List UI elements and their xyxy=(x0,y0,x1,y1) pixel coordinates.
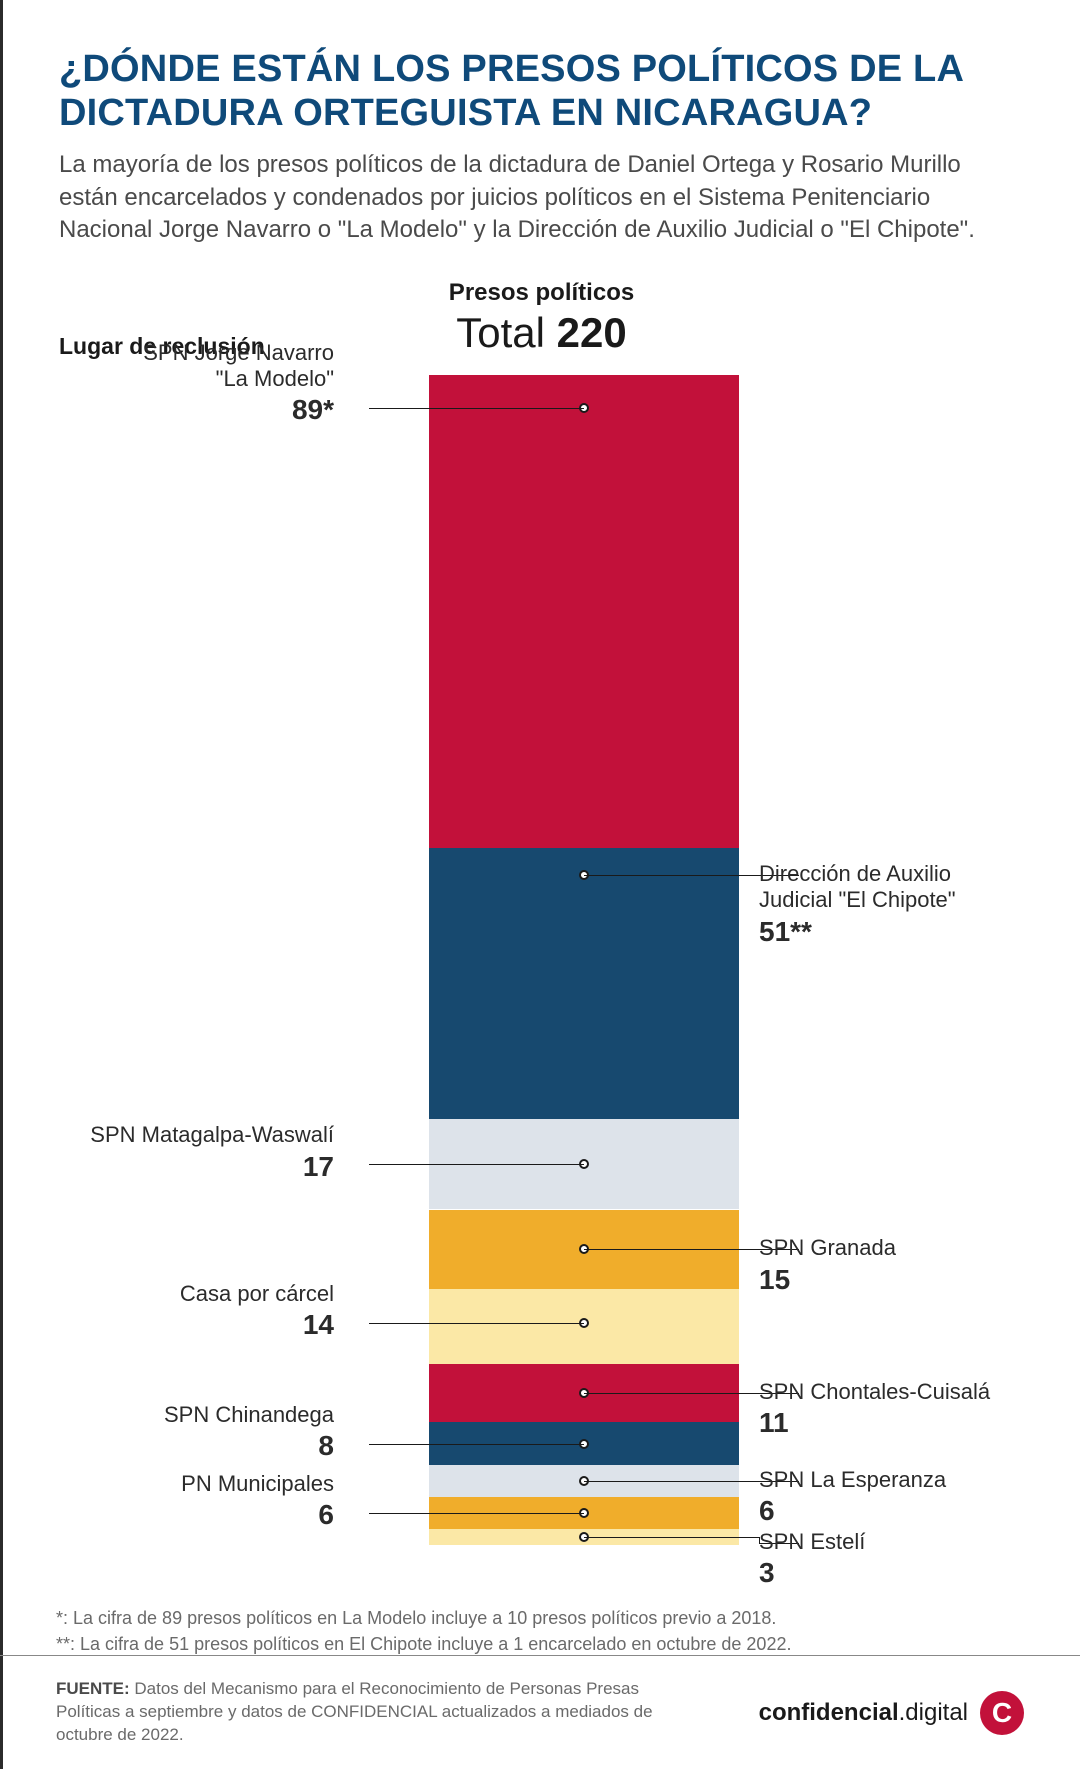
leader-line xyxy=(409,1323,584,1324)
leader-line xyxy=(584,1481,759,1482)
segment-value: 11 xyxy=(759,1407,990,1439)
segment-label: SPN La Esperanza6 xyxy=(759,1467,946,1527)
segment-value: 17 xyxy=(90,1151,334,1183)
leader-line xyxy=(409,1164,584,1165)
segment-value: 3 xyxy=(759,1557,865,1589)
column-label: Presos políticos xyxy=(449,279,634,307)
segment-value: 8 xyxy=(164,1430,334,1462)
segment-value: 89* xyxy=(143,394,334,426)
segment-name: SPN La Esperanza xyxy=(759,1467,946,1493)
segment-value: 6 xyxy=(759,1495,946,1527)
subtitle: La mayoría de los presos políticos de la… xyxy=(59,149,1024,246)
segment-label: SPN Jorge Navarro"La Modelo"89* xyxy=(143,340,334,427)
brand-bold: confidencial xyxy=(759,1699,899,1726)
total-prefix: Total xyxy=(456,309,556,356)
source-text: Datos del Mecanismo para el Reconocimien… xyxy=(56,1679,653,1744)
stacked-bar xyxy=(429,375,739,1545)
segment-label: Dirección de AuxilioJudicial "El Chipote… xyxy=(759,861,956,948)
segment-name: SPN Granada xyxy=(759,1235,896,1261)
segment-value: 14 xyxy=(180,1309,334,1341)
footnotes: *: La cifra de 89 presos políticos en La… xyxy=(56,1605,1024,1657)
segment-label: SPN Chinandega8 xyxy=(164,1402,334,1462)
total-value: 220 xyxy=(557,309,627,356)
leader-line xyxy=(584,875,759,876)
leader-line xyxy=(369,408,409,409)
segment-name: SPN Chinandega xyxy=(164,1402,334,1428)
segment-name: PN Municipales xyxy=(181,1471,334,1497)
segment-name: Dirección de AuxilioJudicial "El Chipote… xyxy=(759,861,956,914)
segment-value: 51** xyxy=(759,916,956,948)
segment-name: SPN Chontales-Cuisalá xyxy=(759,1379,990,1405)
segment-value: 15 xyxy=(759,1264,896,1296)
infographic-container: ¿DÓNDE ESTÁN LOS PRESOS POLÍTICOS DE LA … xyxy=(0,0,1080,1769)
leader-line xyxy=(409,408,584,409)
segment-label: SPN Matagalpa-Waswalí 17 xyxy=(90,1122,334,1182)
footer: FUENTE: Datos del Mecanismo para el Reco… xyxy=(0,1655,1080,1769)
footnote: *: La cifra de 89 presos políticos en La… xyxy=(56,1605,1024,1631)
segment-name: SPN Matagalpa-Waswalí xyxy=(90,1122,334,1148)
segment-label: PN Municipales6 xyxy=(181,1471,334,1531)
leader-line xyxy=(369,1164,409,1165)
brand-thin: .digital xyxy=(899,1699,968,1726)
brand-badge-icon: C xyxy=(980,1691,1024,1735)
chart: Presos políticos Total 220 Lugar de recl… xyxy=(59,279,1024,1579)
brand: confidencial.digital C xyxy=(759,1691,1024,1735)
leader-line xyxy=(369,1323,409,1324)
title: ¿DÓNDE ESTÁN LOS PRESOS POLÍTICOS DE LA … xyxy=(59,48,1024,135)
segment-label: Casa por cárcel14 xyxy=(180,1281,334,1341)
segment-value: 6 xyxy=(181,1499,334,1531)
segment-label: SPN Estelí3 xyxy=(759,1529,865,1589)
footnote: **: La cifra de 51 presos políticos en E… xyxy=(56,1631,1024,1657)
segment-label: SPN Chontales-Cuisalá11 xyxy=(759,1379,990,1439)
leader-line xyxy=(409,1513,584,1514)
source-label: FUENTE: xyxy=(56,1679,134,1698)
segment-label: SPN Granada 15 xyxy=(759,1235,896,1295)
segment-name: SPN Jorge Navarro"La Modelo" xyxy=(143,340,334,393)
segment-name: SPN Estelí xyxy=(759,1529,865,1555)
brand-text: confidencial.digital xyxy=(759,1699,968,1727)
leader-line xyxy=(369,1513,409,1514)
leader-line xyxy=(584,1537,759,1538)
leader-line xyxy=(584,1249,759,1250)
column-header: Presos políticos Total 220 xyxy=(449,279,634,357)
total-label: Total 220 xyxy=(449,309,634,357)
leader-line xyxy=(584,1393,759,1394)
source: FUENTE: Datos del Mecanismo para el Reco… xyxy=(56,1678,696,1747)
leader-line xyxy=(369,1444,409,1445)
segment-name: Casa por cárcel xyxy=(180,1281,334,1307)
leader-line xyxy=(409,1444,584,1445)
bar-segment xyxy=(429,848,739,1119)
bar-segment xyxy=(429,375,739,848)
